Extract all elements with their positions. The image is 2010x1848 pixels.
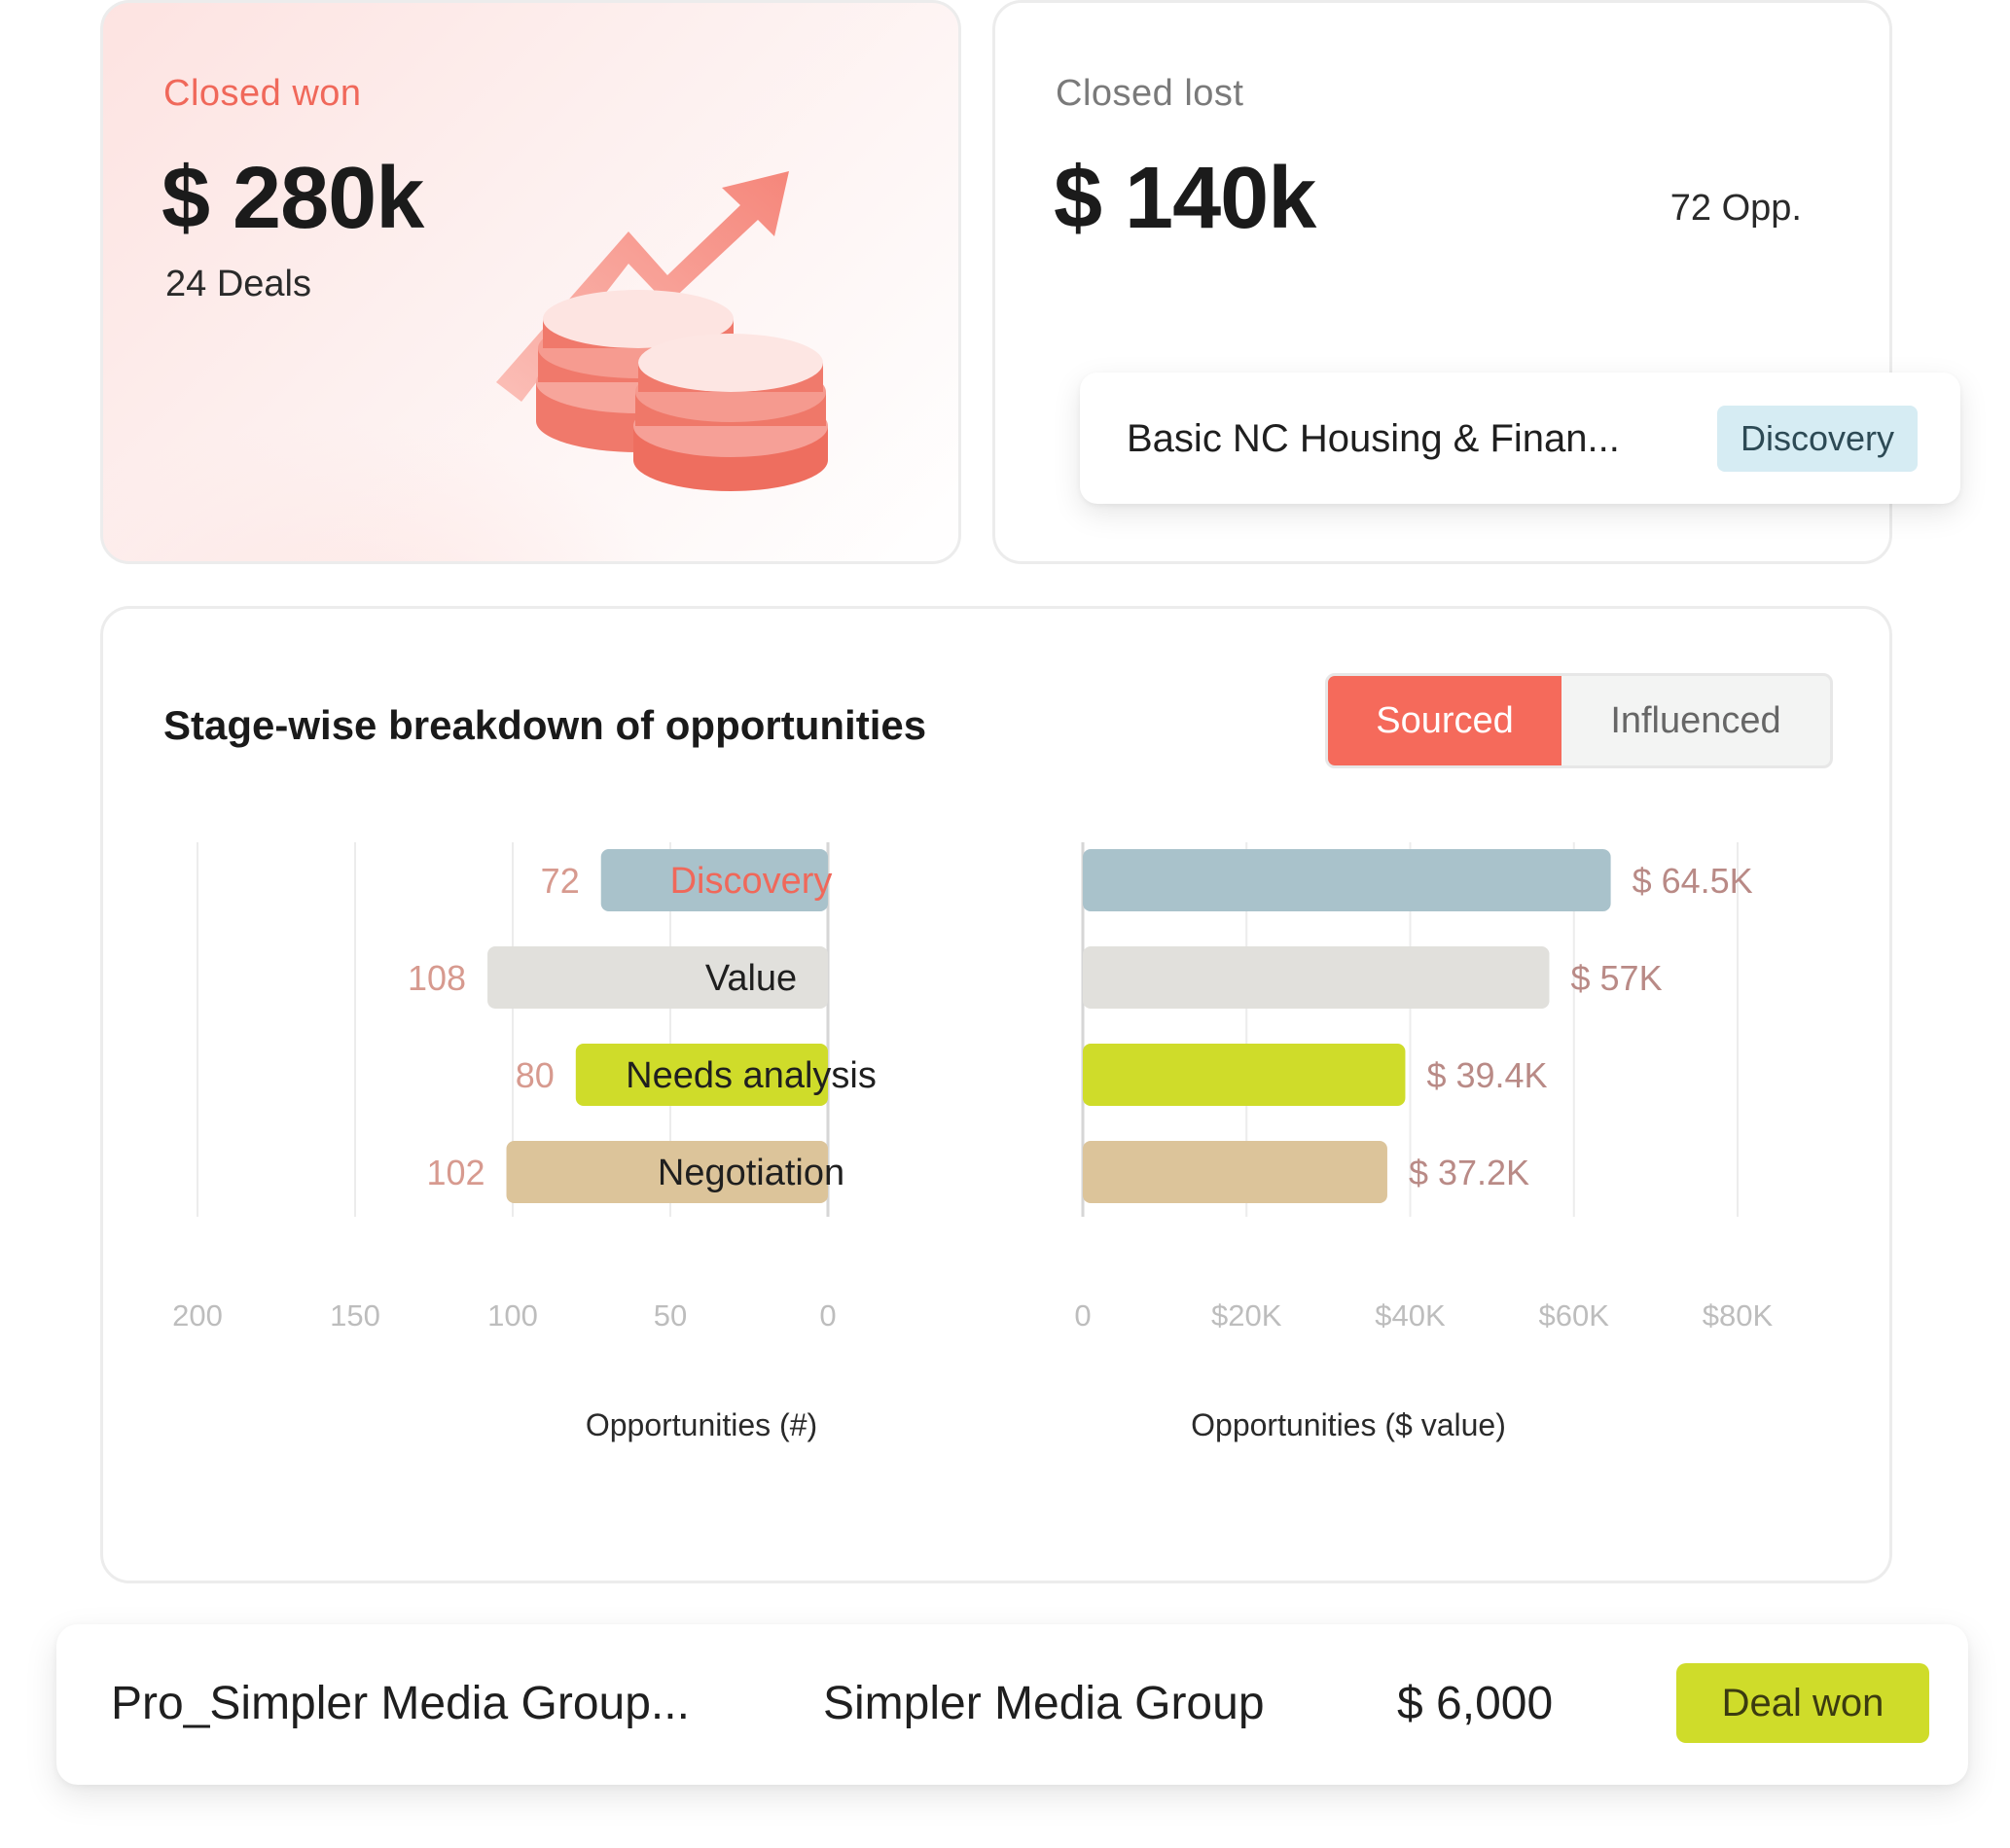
- bar-left-value: [487, 946, 828, 1009]
- bar-left-discovery: [600, 849, 828, 911]
- x-tick-right: $20K: [1211, 1298, 1282, 1333]
- closed-won-label: Closed won: [163, 73, 362, 114]
- data-label-right: $ 37.2K: [1409, 1153, 1529, 1192]
- bar-right-discovery: [1083, 849, 1611, 911]
- source-toggle[interactable]: Sourced Influenced: [1325, 673, 1833, 768]
- data-label-right: $ 57K: [1571, 958, 1663, 998]
- deal-name: Pro_Simpler Media Group...: [111, 1678, 690, 1729]
- data-label-left: 80: [516, 1055, 555, 1095]
- chart-title: Stage-wise breakdown of opportunities: [163, 702, 927, 748]
- x-tick-right: $40K: [1375, 1298, 1446, 1333]
- bar-left-negotiation: [506, 1141, 828, 1203]
- x-tick-left: 50: [654, 1298, 687, 1333]
- x-tick-left: 100: [487, 1298, 538, 1333]
- toggle-influenced[interactable]: Influenced: [1610, 699, 1781, 741]
- category-label: Negotiation: [658, 1153, 844, 1193]
- bar-left-needs-analysis: [575, 1044, 828, 1106]
- bar-right-value: [1083, 946, 1550, 1009]
- butterfly-bar-chart: 72 $ 64.5K Discovery 108 $ 57K Value 80 $ 39.4K…: [172, 842, 1774, 1442]
- closed-lost-opportunities: 72 Opp.: [1669, 188, 1802, 229]
- closed-won-card: Closed won $ 280k 24 Deals: [100, 0, 961, 564]
- x-tick-right: $60K: [1539, 1298, 1610, 1333]
- deal-amount: $ 6,000: [1397, 1678, 1554, 1729]
- stage-badge: Discovery: [1717, 406, 1918, 472]
- category-label: Value: [705, 958, 797, 999]
- closed-lost-label: Closed lost: [1056, 73, 1244, 114]
- deal-status-badge: Deal won: [1676, 1663, 1929, 1743]
- data-label-right: $ 64.5K: [1633, 861, 1753, 901]
- bar-right-needs-analysis: [1083, 1044, 1406, 1106]
- data-label-left: 102: [426, 1153, 485, 1192]
- data-label-left: 72: [541, 861, 580, 901]
- category-label: Discovery: [670, 861, 833, 902]
- data-label-left: 108: [408, 958, 466, 998]
- data-label-right: $ 39.4K: [1426, 1055, 1547, 1095]
- x-axis-title-right: Opportunities ($ value): [1191, 1407, 1506, 1442]
- coins-growth-illustration: [496, 171, 828, 491]
- x-axis-title-left: Opportunities (#): [586, 1407, 817, 1442]
- x-tick-right: $80K: [1703, 1298, 1774, 1333]
- closed-lost-value: $ 140k: [1054, 150, 1316, 247]
- x-tick-right: 0: [1074, 1298, 1091, 1333]
- opportunity-row[interactable]: Basic NC Housing & Finan... Discovery: [1080, 373, 1960, 504]
- toggle-sourced[interactable]: Sourced: [1328, 676, 1561, 765]
- closed-won-value: $ 280k: [162, 150, 424, 247]
- deal-company: Simpler Media Group: [823, 1678, 1265, 1729]
- x-tick-left: 0: [819, 1298, 836, 1333]
- x-tick-left: 150: [330, 1298, 380, 1333]
- category-label: Needs analysis: [626, 1055, 877, 1096]
- closed-won-deals: 24 Deals: [165, 264, 311, 304]
- breakdown-card: Stage-wise breakdown of opportunities So…: [100, 606, 1892, 1583]
- deal-row[interactable]: Pro_Simpler Media Group... Simpler Media…: [56, 1624, 1968, 1785]
- bar-right-negotiation: [1083, 1141, 1387, 1203]
- opportunity-name: Basic NC Housing & Finan...: [1127, 417, 1620, 460]
- x-tick-left: 200: [172, 1298, 223, 1333]
